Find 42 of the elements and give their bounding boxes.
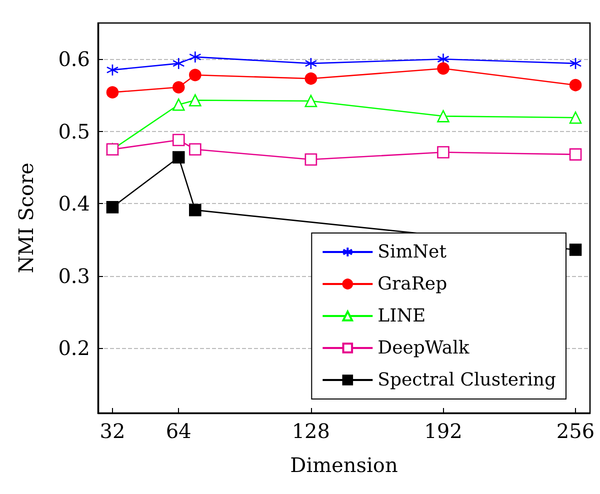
point [569, 244, 582, 256]
point [172, 81, 185, 94]
y-tick-label: 0.2 [58, 336, 90, 360]
y-tick-label: 0.6 [58, 47, 90, 72]
point [437, 110, 450, 122]
point [304, 57, 318, 70]
point [189, 204, 202, 216]
point [569, 78, 582, 92]
x-tick-label: 64 [166, 419, 192, 443]
point [304, 72, 318, 85]
legend-label: SimNet [378, 242, 448, 262]
point [189, 94, 202, 106]
point [437, 146, 450, 158]
x-axis-title: Dimension [290, 453, 398, 477]
legend-label: DeepWalk [378, 338, 470, 358]
point [172, 134, 185, 146]
point [437, 62, 450, 75]
x-tick-label: 192 [424, 419, 462, 443]
legend-label: GraRep [378, 274, 448, 294]
y-tick-label: 0.4 [58, 192, 90, 216]
point [189, 143, 202, 156]
point [106, 201, 119, 214]
point [569, 148, 582, 161]
point [189, 50, 202, 64]
y-axis-title: NMI Score [14, 162, 38, 274]
point [569, 111, 582, 124]
y-tick-label: 0.3 [58, 264, 90, 288]
x-tick-label: 256 [556, 419, 595, 443]
point [189, 68, 202, 82]
y-tick-label: 0.5 [58, 119, 90, 144]
legend-label: Spectral Clustering [378, 370, 556, 390]
point [304, 153, 318, 166]
point [172, 57, 185, 70]
point [172, 151, 185, 164]
x-tick-label: 128 [292, 419, 330, 443]
point [106, 86, 119, 98]
point [304, 94, 318, 108]
point [172, 98, 185, 111]
legend-label: LINE [378, 306, 426, 326]
point [106, 64, 119, 76]
point [569, 57, 582, 70]
x-tick-label: 32 [100, 419, 126, 443]
